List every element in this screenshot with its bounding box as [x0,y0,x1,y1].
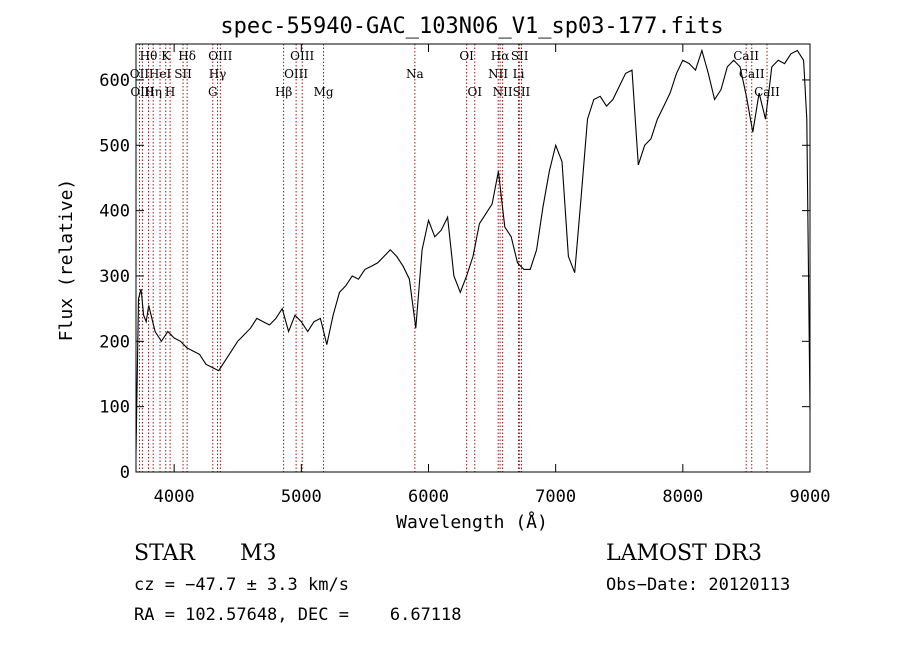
spectral-line-label: HeI [149,67,172,81]
y-tick-label: 100 [99,398,130,418]
y-axis-label: Flux (relative) [56,179,77,342]
spectral-line-label: Hθ [140,49,158,63]
spectral-line-label: Mg [314,85,334,99]
y-tick-label: 600 [99,71,130,91]
y-tick-label: 200 [99,332,130,352]
spectral-line-label: NII [493,85,513,99]
spectral-line-label: Hη [144,85,162,99]
x-tick-label: 4000 [154,487,195,507]
spectral-line-label: OI [467,85,482,99]
coordinates: RA = 102.57648, DEC = 6.67118 [134,605,462,625]
spectral-line-label: Hγ [209,67,227,81]
spectral-line-label: Hβ [275,85,292,99]
spectral-line-label: OIII [284,67,308,81]
spectral-line-label: OIII [208,49,232,63]
x-tick-label: 7000 [535,487,576,507]
spectral-line-label: CaII [733,49,759,63]
y-tick-label: 0 [120,463,130,483]
spectral-line-label: Na [406,67,424,81]
x-tick-label: 9000 [790,487,831,507]
y-tick-label: 300 [99,267,130,287]
spectral-line-label: OII [130,67,150,81]
object-subclass: M3 [240,541,277,566]
object-class: STAR [134,541,196,566]
spectral-line-label: OI [459,49,474,63]
x-tick-label: 8000 [662,487,703,507]
spectral-line-label: Hα [491,49,510,63]
y-tick-label: 500 [99,136,130,156]
x-tick-label: 6000 [408,487,449,507]
x-tick-label: 5000 [281,487,322,507]
spectral-line-label: CaII [754,85,780,99]
spectral-line-label: Li [513,67,525,81]
spectral-line-label: G [208,85,218,99]
observation-date: Obs−Date: 20120113 [606,575,790,595]
spectral-line-label: OIII [290,49,314,63]
spectral-line-label: SII [511,49,529,63]
spectral-line-label: Hδ [178,49,196,63]
spectral-line-label: H [165,85,175,99]
x-axis-label: Wavelength (Å) [396,511,548,533]
y-tick-label: 400 [99,202,130,222]
spectral-line-label: K [161,49,171,63]
spectral-line-label: SII [174,67,192,81]
survey-name: LAMOST DR3 [606,541,762,566]
plot-frame [135,43,811,473]
line-markers [138,44,768,472]
spectrum-series-line [135,48,811,453]
x-axis-ticks: 4000 5000 6000 7000 8000 9000 [154,44,831,507]
y-axis-ticks: 0 100 200 300 400 500 600 [99,71,810,483]
spectral-line-label: SII [513,85,531,99]
spectral-line-label: NII [488,67,508,81]
spectral-line-label: CaII [739,67,765,81]
chart-title: spec-55940-GAC_103N06_V1_sp03-177.fits [220,14,723,39]
redshift-cz: cz = −47.7 ± 3.3 km/s [134,575,349,595]
